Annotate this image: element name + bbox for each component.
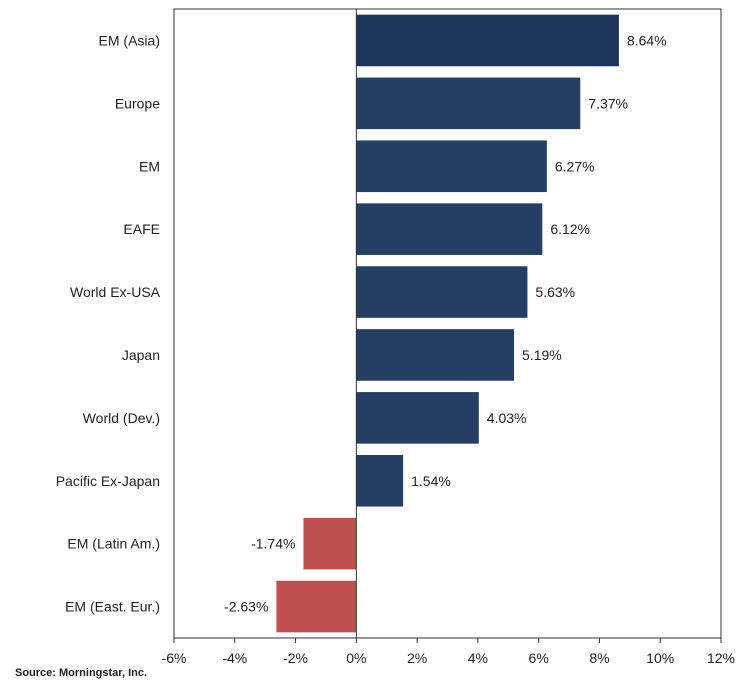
x-tick-label: 2% <box>407 650 427 666</box>
category-label: EM (Asia) <box>99 32 160 48</box>
x-tick-label: -4% <box>222 650 247 666</box>
x-axis-ticks: -6% -4% -2% 0% 2% 4% 6% 8% 10% 12% <box>162 638 735 666</box>
bar <box>356 392 479 444</box>
category-label: EM (Latin Am.) <box>67 536 160 552</box>
x-tick-label: -2% <box>283 650 308 666</box>
bar <box>276 580 357 633</box>
category-label: EM (East. Eur.) <box>65 599 160 615</box>
bar <box>303 517 357 570</box>
x-tick-label: 4% <box>468 650 488 666</box>
data-label: 4.03% <box>487 410 527 426</box>
bar <box>356 14 619 67</box>
category-labels: EM (Asia) Europe EM EAFE World Ex-USA Japan Wo… <box>56 32 161 614</box>
data-label: 7.37% <box>588 95 628 111</box>
data-label: 5.63% <box>535 284 575 300</box>
category-label: World (Dev.) <box>83 410 160 426</box>
category-label: EM <box>139 158 160 174</box>
x-tick-label: 0% <box>346 650 366 666</box>
category-label: EAFE <box>123 221 160 237</box>
data-label: -2.63% <box>224 599 268 615</box>
bar <box>356 329 515 381</box>
category-label: Japan <box>122 347 160 363</box>
x-tick-label: 8% <box>589 650 609 666</box>
bar <box>356 77 581 130</box>
data-label: 6.27% <box>555 158 595 174</box>
data-label: 1.54% <box>411 473 451 489</box>
x-tick-label: 10% <box>646 650 674 666</box>
data-label: -1.74% <box>251 536 295 552</box>
bar <box>356 266 528 318</box>
data-label: 6.12% <box>550 221 590 237</box>
plot-area-frame <box>173 8 722 639</box>
category-label: Pacific Ex-Japan <box>56 473 160 489</box>
data-label: 5.19% <box>522 347 562 363</box>
x-tick-label: -6% <box>162 650 187 666</box>
bar <box>356 140 547 193</box>
value-labels: 8.64% 7.37% 6.27% 6.12% 5.63% 5.19% 4.03% 1.54%… <box>224 32 667 614</box>
data-label: 8.64% <box>627 32 667 48</box>
x-tick-label: 6% <box>529 650 549 666</box>
source-note: Source: Morningstar, Inc. <box>15 667 148 679</box>
category-label: Europe <box>115 95 160 111</box>
category-label: World Ex-USA <box>70 284 161 300</box>
bar <box>356 203 543 255</box>
bars-group <box>276 14 619 633</box>
x-tick-label: 12% <box>707 650 735 666</box>
bar <box>356 454 404 507</box>
